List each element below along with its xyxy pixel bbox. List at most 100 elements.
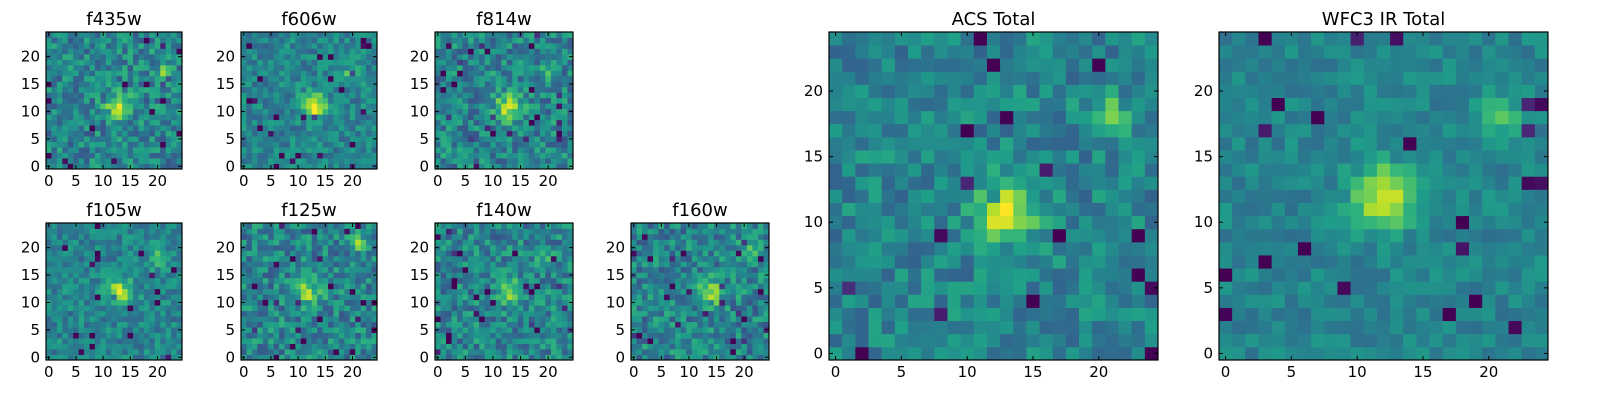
heatmap-cell [371,92,378,99]
heatmap-cell [512,327,519,333]
heatmap-cell [116,37,123,44]
heatmap-cell [691,294,698,301]
heatmap-cell [669,310,676,317]
heatmap-cell [273,75,280,82]
heatmap-cell [111,250,118,257]
heatmap-cell [446,255,452,262]
y-tick-label: 20 [410,48,429,66]
heatmap-cell [246,59,253,66]
heatmap-cell [868,150,883,164]
heatmap-cell [752,343,759,350]
heatmap-cell [763,288,770,295]
heatmap-cell [89,283,96,290]
heatmap-cell [73,114,80,121]
heatmap-cell [440,48,447,55]
heatmap-cell [567,92,574,99]
heatmap-cell [490,108,497,115]
heatmap-cell [149,244,156,251]
heatmap-cell [539,119,546,126]
heatmap-cell [143,136,150,142]
heatmap-cell [894,320,909,335]
heatmap-cell [62,354,69,361]
heatmap-cell [360,70,367,77]
heatmap-cell [545,48,552,55]
heatmap-cell [719,288,726,295]
heatmap-cell [490,141,497,148]
heatmap-cell [669,327,676,333]
heatmap-cell [829,176,843,190]
heatmap-cell [138,141,145,148]
heatmap-cell [446,64,452,71]
heatmap-cell [473,42,480,49]
heatmap-cell [512,299,519,306]
heatmap-cell [539,130,546,137]
heatmap-cell [355,136,362,142]
heatmap-cell [268,266,275,273]
heatmap-cell [171,136,177,142]
heatmap-cell [523,48,530,55]
heatmap-cell [333,75,340,82]
heatmap-cell [133,75,139,82]
heatmap-cell [642,294,648,301]
heatmap-cell [138,244,145,251]
heatmap-cell [691,321,698,328]
heatmap-cell [257,316,264,323]
heatmap-cell [73,228,80,235]
heatmap-cell [457,294,463,301]
heatmap-cell [176,86,183,93]
heatmap-cell [116,103,123,110]
heatmap-cell [279,97,285,104]
heatmap-cell [763,305,770,312]
heatmap-cell [907,150,922,164]
heatmap-cell [735,299,742,306]
heatmap-cell [262,59,269,66]
heatmap-cell [289,277,296,284]
heatmap-cell [62,136,69,142]
heatmap-cell [680,244,687,251]
heatmap-cell [746,299,753,306]
heatmap-cell [484,130,491,137]
heatmap-cell [691,223,698,229]
heatmap-cell [473,250,480,257]
heatmap-cell [306,338,313,344]
heatmap-cell [653,277,659,284]
heatmap-cell [567,343,574,350]
heatmap-cell [295,103,302,110]
heatmap-cell [268,42,275,49]
heatmap-cell [160,70,167,77]
heatmap-cell [165,288,172,295]
heatmap-cell [111,141,118,148]
heatmap-cell [680,343,687,350]
heatmap-cell [440,103,447,110]
heatmap-cell [306,147,313,153]
heatmap-cell [435,125,441,132]
heatmap-cell [84,316,90,323]
heatmap-cell [246,70,253,77]
heatmap-cell [697,223,704,229]
heatmap-cell [561,108,568,115]
heatmap-cell [56,37,63,44]
heatmap-cell [289,163,296,170]
heatmap-cell [702,294,709,301]
heatmap-cell [506,103,513,110]
heatmap-cell [517,158,524,164]
heatmap-cell [306,321,313,328]
heatmap-cell [501,152,508,159]
x-tick-label: 15 [511,172,530,190]
heatmap-cell [642,223,648,229]
heatmap-cell [724,255,731,262]
y-tick-label: 0 [225,157,235,175]
heatmap-cell [56,86,63,93]
heatmap-cell [484,294,491,301]
heatmap-cell [94,255,101,262]
heatmap-cell [446,92,452,99]
heatmap-cell [62,103,69,110]
heatmap-cell [735,327,742,333]
heatmap-cell [279,277,285,284]
heatmap-cell [105,288,112,295]
heatmap-cell [567,103,574,110]
heatmap-cell [517,152,524,159]
heatmap-cell [1013,241,1027,256]
heatmap-cell [517,283,524,290]
heatmap-cell [94,97,101,104]
